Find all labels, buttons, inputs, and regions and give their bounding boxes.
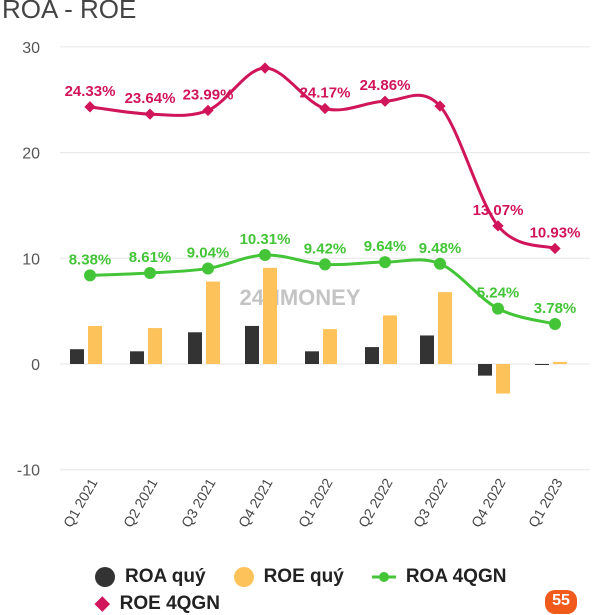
bar-ROA-quý [188,332,202,364]
data-label: 3.78% [534,300,577,317]
point [202,104,214,117]
data-label: 8.61% [129,249,172,266]
bar-ROE-quý [206,281,220,364]
legend-label: ROE quý [263,566,344,587]
point [84,269,96,282]
legend-dot-icon [233,567,254,587]
x-tick-label: Q4 2022 [468,475,509,530]
x-tick-label: Q3 2021 [178,475,219,530]
data-label: 9.04% [187,244,230,261]
x-tick-label: Q3 2022 [410,475,451,530]
bar-ROA-quý [535,364,549,365]
bar-ROE-quý [263,267,277,364]
data-label: 24.86% [360,77,411,94]
point [319,258,331,271]
data-label: 24.17% [300,85,351,102]
chart: -10 0 10 20 30 Q1 2021 Q2 2021 Q3 2021 Q4 2021 Q1… [17,40,590,530]
data-label: 5.24% [477,285,520,302]
bar-ROE-quý [148,328,162,364]
point [492,220,504,232]
x-tick-label: Q2 2021 [120,475,161,530]
legend-item-roa-4qgn[interactable]: ROA 4QGN [371,566,507,588]
point [202,262,214,275]
line-ROE-4QGN [89,66,556,250]
bar-ROE-quý [88,325,102,364]
bar-ROA-quý [305,351,319,364]
data-label: 10.93% [530,224,581,241]
x-tick-label: Q4 2021 [235,475,276,530]
legend-line-icon [371,572,396,582]
y-tick-label: 30 [22,40,40,57]
chart-title: ROA - ROE [2,0,137,24]
bar-ROE-quý [553,361,567,364]
bar-ROA-quý [478,364,492,376]
y-tick-label: 10 [22,251,40,268]
legend-label: ROA quý [125,566,206,587]
point [319,102,331,115]
legend-label: ROE 4QGN [119,593,220,614]
watermark: 24HMONEY [239,285,360,310]
legend-dot-icon [95,567,115,587]
point [259,62,271,74]
point [379,256,391,269]
legend-item-roe-quy[interactable]: ROE quý [233,566,344,588]
point [492,302,504,315]
data-label: 8.38% [69,251,112,268]
bar-ROE-quý [383,315,397,364]
data-label: 10.31% [240,231,291,248]
point [144,266,156,279]
x-tick-label: Q1 2023 [525,475,566,530]
data-label: 9.64% [364,238,407,255]
point [259,249,271,262]
bar-ROA-quý [70,349,84,364]
point [84,101,96,113]
bar-ROA-quý [365,347,379,364]
y-tick-label: 20 [22,146,40,163]
bar-ROA-quý [420,335,434,364]
point [549,318,561,331]
bar-ROE-quý [438,292,452,364]
bar-ROE-quý [323,329,337,364]
point [434,257,446,270]
bar-ROE-quý [496,364,510,394]
bar-ROA-quý [130,351,144,364]
legend-item-roe-4qgn[interactable]: ◆ ROE 4QGN [95,593,220,615]
x-tick-label: Q1 2021 [60,475,101,530]
point [549,242,561,255]
notification-badge[interactable]: 55 [545,590,577,614]
legend-diamond-icon: ◆ [95,593,110,614]
data-label: 9.42% [304,240,347,257]
x-tick-label: Q1 2022 [295,475,336,530]
data-label: 13.07% [473,202,524,219]
legend: ROA quý ROE quý ROA 4QGN [95,566,506,588]
legend-item-roa-quy[interactable]: ROA quý [95,566,206,588]
y-tick-label: -10 [17,463,40,480]
data-label: 23.64% [125,90,176,107]
data-label: 24.33% [65,83,116,100]
data-label: 9.48% [419,240,462,257]
legend-label: ROA 4QGN [405,566,507,587]
data-label: 23.99% [183,86,234,103]
bar-ROA-quý [245,325,259,364]
point [144,108,156,120]
point [379,95,391,107]
y-tick-label: 0 [31,357,40,374]
x-tick-label: Q2 2022 [355,475,396,530]
